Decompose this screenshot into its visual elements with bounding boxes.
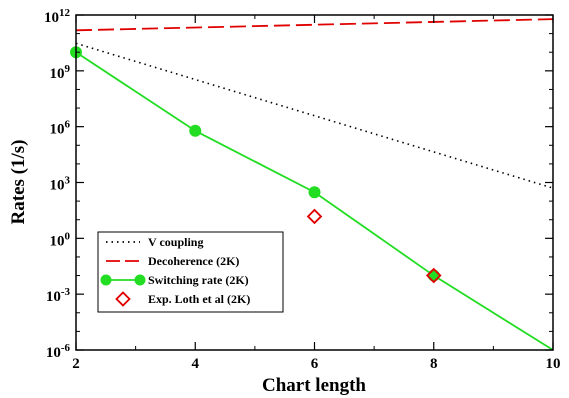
plot-area [70, 18, 554, 351]
decoherence-line [75, 18, 554, 32]
y-tick-label: 106 [50, 119, 71, 138]
legend-label: Decoherence (2K) [148, 254, 239, 268]
v-coupling-line [75, 42, 554, 189]
y-tick-label: 10-6 [46, 342, 71, 361]
legend-swatch-marker [100, 274, 112, 286]
y-axis-label: Rates (1/s) [8, 140, 29, 225]
plot-frame [75, 14, 554, 351]
x-tick-label: 10 [546, 356, 561, 372]
legend-swatch-marker [134, 274, 146, 286]
x-tick-label: 4 [192, 356, 200, 372]
x-axis-label: Chart length [262, 375, 366, 396]
legend-swatch-marker [115, 291, 131, 307]
y-tick-label: 1012 [44, 7, 71, 26]
switching-rate-point [427, 269, 440, 282]
switching-rate-point [308, 186, 321, 199]
axis-ticks: 2 4 6 8 10 10-6 10-3 100 103 106 109 1012 [44, 7, 561, 372]
legend-label: V coupling [148, 235, 203, 249]
legend: V coupling Decoherence (2K) Switching rate… [97, 231, 284, 313]
x-tick-label: 2 [72, 356, 80, 372]
y-tick-label: 103 [50, 175, 71, 194]
x-tick-label: 8 [430, 356, 438, 372]
y-tick-label: 109 [50, 63, 71, 82]
y-tick-label: 10-3 [46, 286, 71, 305]
x-tick-label: 6 [311, 356, 319, 372]
switching-rate-point [189, 124, 202, 137]
legend-label: Exp. Loth et al (2K) [148, 292, 250, 306]
experiment-point [425, 267, 442, 284]
legend-label: Switching rate (2K) [148, 273, 249, 287]
y-tick-label: 100 [50, 230, 71, 249]
experiment-point [306, 208, 323, 225]
